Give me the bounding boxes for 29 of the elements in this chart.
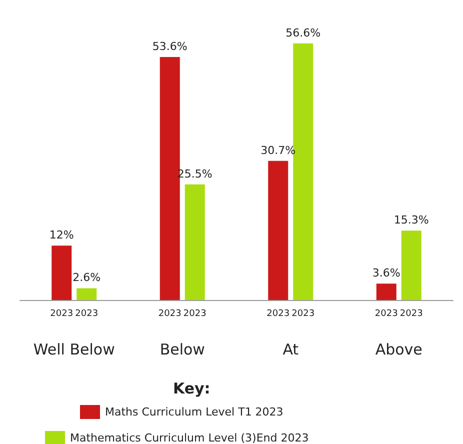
bar [401, 230, 422, 300]
data-label: 2.6% [72, 271, 101, 284]
bar [184, 184, 205, 300]
text: 2023 [292, 309, 315, 319]
bar [76, 288, 97, 300]
text: 2023 [75, 309, 98, 319]
x-tick-label: Below [160, 340, 205, 358]
data-label: 15.3% [394, 214, 429, 227]
x-tick-label: Above [375, 340, 422, 358]
legend-title: Key: [173, 380, 210, 398]
bar [376, 284, 396, 300]
bar [268, 160, 288, 300]
data-label: 12% [49, 228, 74, 242]
text: 2023 [50, 309, 74, 319]
data-label: 53.6% [152, 40, 188, 54]
text: 2023 [158, 309, 182, 319]
legend-label: Maths Curriculum Level T1 2023 [105, 406, 284, 418]
bar [52, 246, 72, 300]
data-label: 3.6% [372, 266, 400, 280]
x-tick-label: At [282, 340, 299, 358]
text: 2023 [266, 309, 290, 319]
bar [293, 43, 314, 300]
text: 2023 [374, 309, 398, 319]
text: 2023 [400, 309, 423, 319]
bar [160, 57, 180, 300]
data-label: 56.6% [286, 26, 321, 40]
x-tick-label: Well Below [33, 340, 115, 358]
legend-label: Mathematics Curriculum Level (3)End 2023 [70, 432, 309, 444]
text: 2023 [183, 309, 206, 319]
